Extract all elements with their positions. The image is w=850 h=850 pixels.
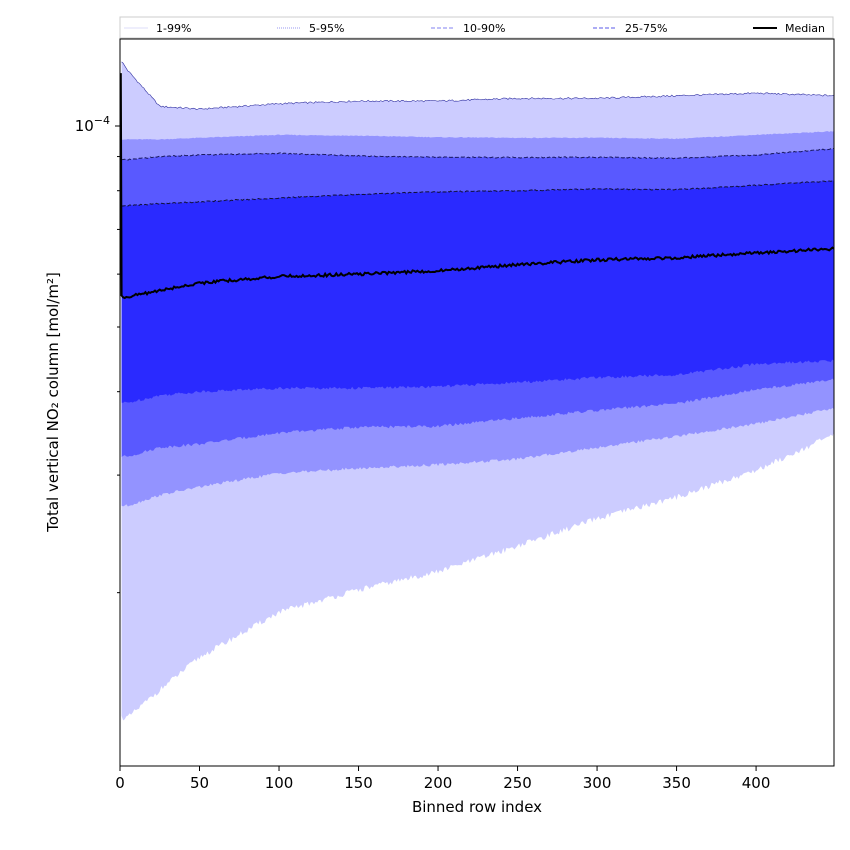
line-median xyxy=(119,73,835,300)
percentile-lines xyxy=(119,61,835,300)
line-1-99pct-upper xyxy=(121,61,835,110)
y-axis-ticks: 10−4 xyxy=(75,114,120,594)
band-25-75pct xyxy=(121,180,835,403)
legend-label: Median xyxy=(785,22,825,35)
x-tick-label: 200 xyxy=(424,774,453,792)
x-tick-label: 250 xyxy=(503,774,532,792)
x-tick-label: 0 xyxy=(115,774,125,792)
x-tick-label: 100 xyxy=(265,774,294,792)
x-tick-label: 350 xyxy=(662,774,691,792)
x-axis-ticks: 0 50 100 150 200 250 300 350 400 xyxy=(115,766,770,792)
legend-label: 5-95% xyxy=(309,22,344,35)
legend-label: 25-75% xyxy=(625,22,667,35)
y-axis-label: Total vertical NO₂ column [mol/m²] xyxy=(44,272,62,533)
legend-label: 10-90% xyxy=(463,22,505,35)
plot-frame xyxy=(119,38,835,767)
legend-frame xyxy=(119,16,834,39)
x-tick-label: 300 xyxy=(583,774,612,792)
percentile-bands xyxy=(121,61,835,721)
x-tick-label: 400 xyxy=(742,774,771,792)
x-axis-label: Binned row index xyxy=(412,798,542,816)
x-tick-label: 150 xyxy=(344,774,373,792)
legend: 1-99% 5-95% 10-90% 25-75% Median xyxy=(119,16,834,39)
y-tick-label: 10−4 xyxy=(75,114,110,135)
legend-label: 1-99% xyxy=(156,22,191,35)
line-25-75pct-upper xyxy=(121,180,835,207)
line-10-90pct-upper xyxy=(121,147,835,161)
x-tick-label: 50 xyxy=(190,774,209,792)
